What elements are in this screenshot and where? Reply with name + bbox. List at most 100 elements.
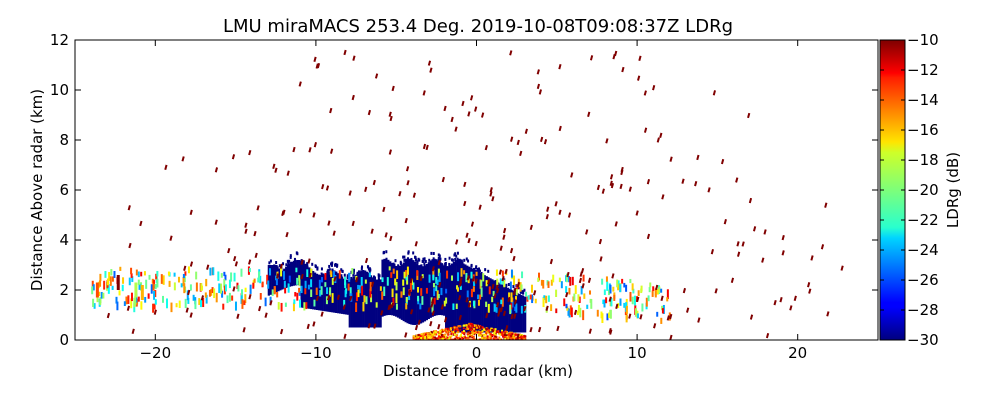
high-ldr-surface-speckle (446, 328, 449, 331)
low-ldr-echo-edge (381, 259, 384, 263)
high-ldr-speckle (474, 278, 478, 284)
mixed-ldr-speckle (660, 288, 663, 293)
high-ldr-surface-speckle (474, 330, 477, 333)
high-ldr-speckle (639, 314, 643, 320)
high-ldr-surface-speckle (430, 333, 433, 336)
low-ldr-echo-column (431, 259, 434, 317)
mixed-ldr-speckle (509, 281, 512, 290)
high-ldr-surface-speckle (441, 337, 444, 340)
low-ldr-echo-column (429, 260, 432, 318)
high-ldr-surface-speckle (481, 337, 484, 340)
mixed-ldr-speckle (432, 282, 435, 288)
low-ldr-echo-edge (405, 264, 408, 268)
mixed-ldr-speckle (601, 313, 604, 324)
mixed-ldr-speckle (451, 275, 454, 281)
low-ldr-echo-edge (497, 284, 500, 288)
mixed-ldr-speckle (282, 271, 285, 280)
chart-title: LMU miraMACS 253.4 Deg. 2019-10-08T09:08… (223, 16, 733, 37)
high-ldr-speckle (343, 333, 347, 339)
high-ldr-surface-speckle (429, 331, 432, 334)
high-ldr-speckle (509, 50, 513, 56)
high-ldr-speckle (169, 235, 173, 241)
high-ldr-speckle (407, 289, 412, 296)
high-ldr-surface-speckle (475, 326, 478, 329)
mixed-ldr-speckle (411, 278, 414, 286)
low-ldr-echo-column (516, 292, 519, 333)
mixed-ldr-speckle (545, 295, 548, 304)
high-ldr-surface-speckle (417, 337, 420, 340)
mixed-ldr-speckle (485, 301, 488, 307)
mixed-ldr-speckle (156, 278, 159, 288)
low-ldr-echo-edge (463, 258, 466, 262)
mixed-ldr-speckle (283, 280, 286, 288)
high-ldr-speckle (367, 323, 371, 329)
mixed-ldr-speckle (619, 298, 622, 306)
mixed-ldr-speckle (91, 286, 94, 295)
high-ldr-speckle (279, 263, 283, 269)
mixed-ldr-speckle (162, 295, 165, 303)
high-ldr-surface-speckle (479, 330, 482, 333)
mixed-ldr-speckle (151, 278, 154, 284)
mixed-ldr-speckle (123, 301, 126, 307)
high-ldr-surface-speckle (468, 332, 471, 335)
mixed-ldr-speckle (404, 270, 407, 277)
high-ldr-speckle (628, 313, 632, 319)
mixed-ldr-speckle (183, 276, 186, 283)
low-ldr-echo-column (381, 259, 384, 317)
high-ldr-surface-speckle (503, 332, 506, 335)
high-ldr-surface-speckle (484, 333, 487, 336)
high-ldr-surface-speckle (518, 334, 521, 337)
low-ldr-echo-column (475, 270, 479, 333)
mixed-ldr-speckle (99, 273, 102, 282)
mixed-ldr-speckle (211, 287, 214, 294)
high-ldr-surface-speckle (414, 337, 417, 340)
mixed-ldr-speckle (417, 295, 420, 302)
low-ldr-echo-edge (336, 264, 339, 268)
high-ldr-speckle (524, 128, 528, 134)
high-ldr-surface-speckle (521, 336, 524, 339)
mixed-ldr-speckle (386, 277, 389, 286)
mixed-ldr-speckle (184, 271, 187, 276)
high-ldr-speckle (807, 282, 811, 288)
mixed-ldr-speckle (348, 272, 351, 282)
mixed-ldr-speckle (396, 270, 399, 279)
low-ldr-echo-column (437, 260, 440, 316)
mixed-ldr-speckle (586, 304, 589, 309)
low-ldr-echo-edge (423, 257, 426, 261)
high-ldr-surface-speckle (472, 324, 475, 327)
high-ldr-speckle (502, 310, 507, 317)
high-ldr-speckle (299, 208, 303, 214)
mixed-ldr-speckle (249, 284, 252, 294)
high-ldr-surface-speckle (481, 330, 484, 333)
mixed-ldr-speckle (127, 295, 130, 304)
high-ldr-speckle (540, 136, 544, 143)
low-ldr-echo-column (470, 267, 473, 333)
mixed-ldr-speckle (521, 271, 524, 279)
mixed-ldr-speckle (571, 276, 574, 286)
high-ldr-speckle (437, 324, 441, 330)
mixed-ldr-speckle (154, 299, 157, 305)
high-ldr-surface-speckle (495, 331, 498, 334)
high-ldr-speckle (306, 323, 310, 330)
mixed-ldr-speckle (520, 305, 523, 314)
high-ldr-speckle (765, 332, 770, 339)
high-ldr-speckle (779, 297, 783, 303)
high-ldr-surface-speckle (426, 335, 429, 338)
low-ldr-echo-edge (454, 257, 457, 261)
x-tick-label: −20 (139, 344, 171, 362)
high-ldr-speckle (214, 167, 219, 173)
low-ldr-echo-column (350, 278, 353, 328)
mixed-ldr-speckle (160, 274, 163, 284)
low-ldr-echo-edge (275, 268, 278, 272)
mixed-ldr-speckle (555, 289, 558, 297)
high-ldr-surface-speckle (445, 338, 448, 340)
high-ldr-speckle (429, 320, 433, 327)
mixed-ldr-speckle (606, 313, 609, 321)
low-ldr-echo-column (306, 265, 309, 309)
mixed-ldr-speckle (269, 296, 272, 304)
high-ldr-surface-speckle (489, 329, 492, 332)
low-ldr-echo-column (427, 262, 430, 319)
high-ldr-speckle (621, 66, 625, 73)
high-ldr-speckle (429, 67, 433, 73)
mixed-ldr-speckle (192, 294, 195, 301)
